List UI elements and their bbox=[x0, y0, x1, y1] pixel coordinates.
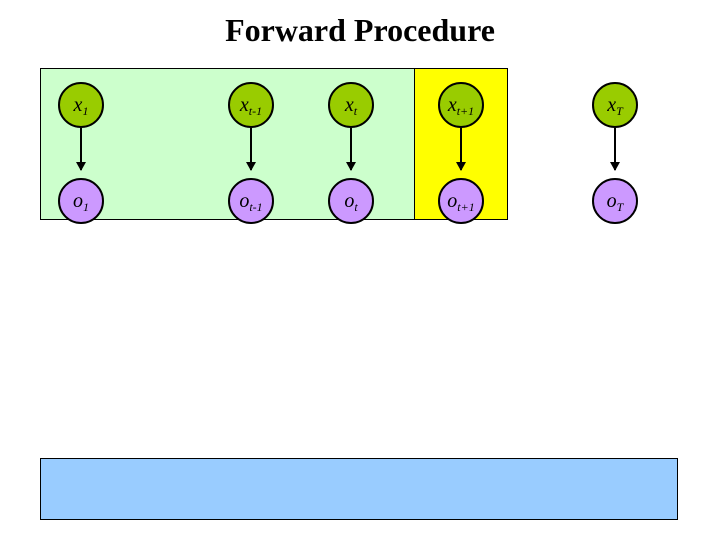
node-label: ot bbox=[344, 190, 357, 213]
emission-arrow bbox=[460, 128, 462, 170]
node-label: ot+1 bbox=[447, 190, 474, 213]
node-label: xT bbox=[607, 94, 623, 117]
node-label: oT bbox=[607, 190, 624, 213]
node-label: x1 bbox=[74, 94, 89, 117]
obs-node-otm1: ot-1 bbox=[228, 178, 274, 224]
state-node-x1: x1 bbox=[58, 82, 104, 128]
node-label: xt-1 bbox=[240, 94, 262, 117]
state-node-xtp1: xt+1 bbox=[438, 82, 484, 128]
node-label: xt+1 bbox=[448, 94, 474, 117]
node-label: o1 bbox=[73, 190, 89, 213]
obs-node-oT: oT bbox=[592, 178, 638, 224]
obs-node-o1: o1 bbox=[58, 178, 104, 224]
node-label: ot-1 bbox=[239, 190, 262, 213]
emission-arrow bbox=[80, 128, 82, 170]
blue-region bbox=[40, 458, 678, 520]
state-node-xT: xT bbox=[592, 82, 638, 128]
emission-arrow bbox=[250, 128, 252, 170]
node-label: xt bbox=[345, 94, 357, 117]
page-title: Forward Procedure bbox=[0, 12, 720, 49]
obs-node-otp1: ot+1 bbox=[438, 178, 484, 224]
obs-node-ot: ot bbox=[328, 178, 374, 224]
emission-arrow bbox=[614, 128, 616, 170]
state-node-xt: xt bbox=[328, 82, 374, 128]
state-node-xtm1: xt-1 bbox=[228, 82, 274, 128]
emission-arrow bbox=[350, 128, 352, 170]
